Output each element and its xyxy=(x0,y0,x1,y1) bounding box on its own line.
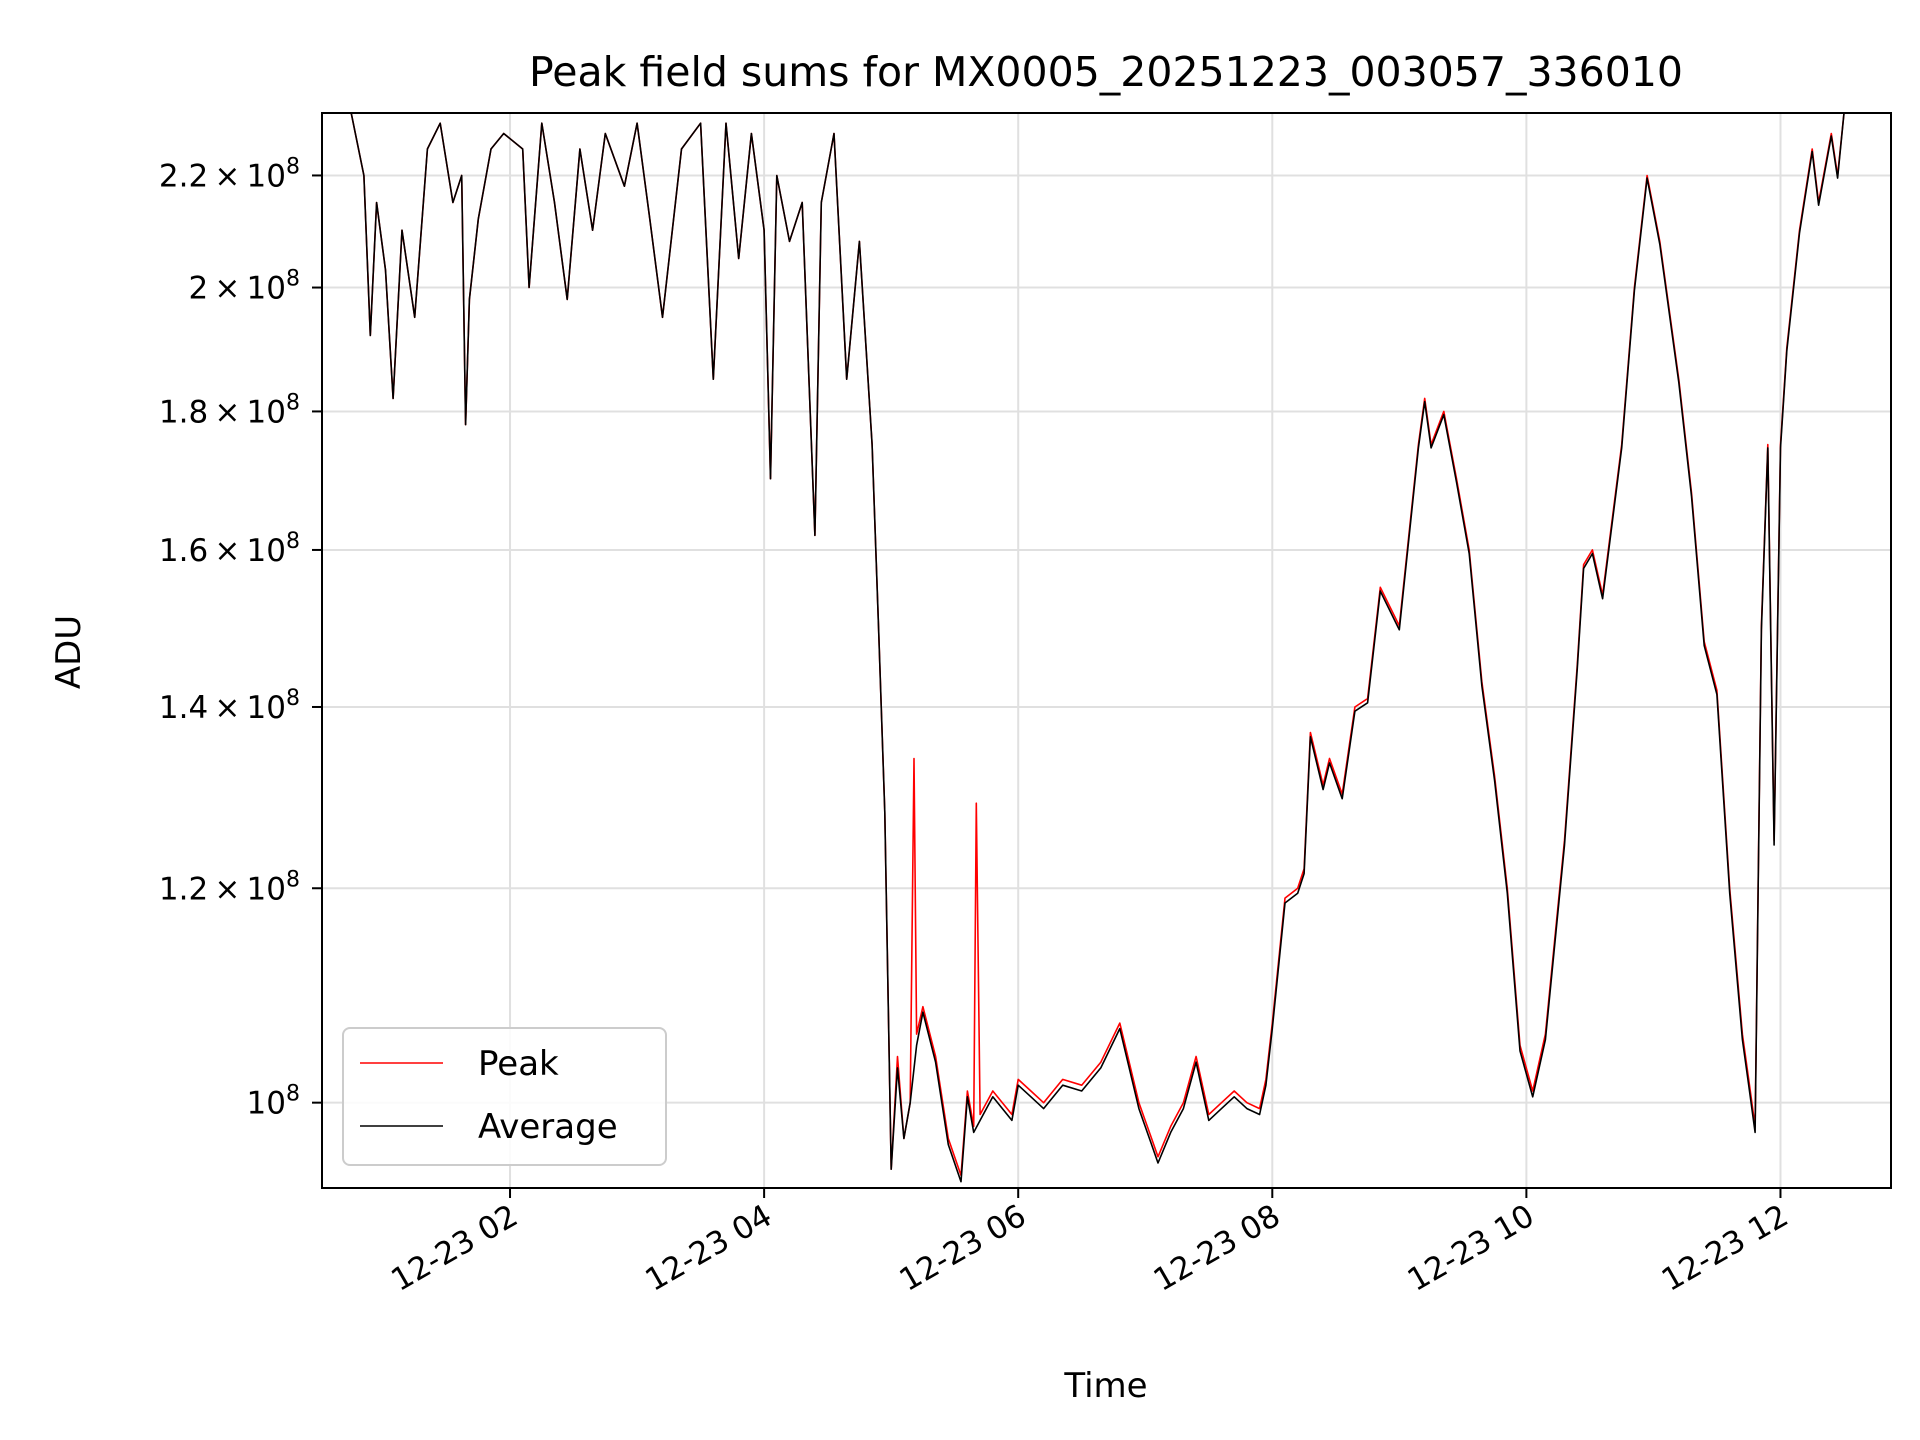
legend-label-peak: Peak xyxy=(478,1044,559,1084)
legend-label-average: Average xyxy=(478,1107,618,1147)
x-tick-label: 12-23 08 xyxy=(1148,1198,1287,1299)
x-tick-label: 12-23 04 xyxy=(639,1198,778,1299)
y-tick-label: 1.2 × 108 xyxy=(159,867,300,907)
grid-lines xyxy=(322,113,1891,1188)
plot-frame xyxy=(321,112,1892,1189)
x-tick-label: 12-23 02 xyxy=(385,1198,524,1299)
legend: Peak Average xyxy=(342,1027,667,1166)
y-tick-label: 1.4 × 108 xyxy=(159,686,300,726)
y-axis: 108 1.2 × 108 1.4 × 108 1.6 × 108 1.8 × 108 2… xyxy=(159,154,322,1122)
y-tick-label: 2 × 108 xyxy=(188,267,300,307)
x-tick-label: 12-23 10 xyxy=(1402,1198,1541,1299)
y-tick-label: 2.2 × 108 xyxy=(159,154,300,194)
x-tick-label: 12-23 12 xyxy=(1656,1198,1795,1299)
series-line-average xyxy=(322,113,1845,1183)
y-tick-label: 108 xyxy=(247,1082,300,1122)
x-axis-label: Time xyxy=(1063,1366,1147,1406)
y-axis-label: ADU xyxy=(49,615,89,689)
y-tick-label: 1.6 × 108 xyxy=(159,529,300,569)
series-line-peak xyxy=(322,113,1845,1177)
x-tick-label: 12-23 06 xyxy=(893,1198,1032,1299)
chart-title: Peak field sums for MX0005_20251223_0030… xyxy=(529,48,1683,96)
x-axis: 12-23 02 12-23 04 12-23 06 12-23 08 12-23 10… xyxy=(385,1188,1794,1299)
y-tick-label: 1.8 × 108 xyxy=(159,390,300,430)
series-layer xyxy=(322,113,1845,1183)
